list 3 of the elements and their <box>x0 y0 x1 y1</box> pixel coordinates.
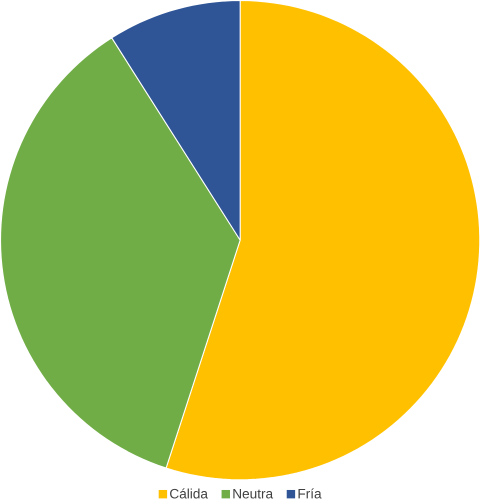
legend-label: Fría <box>298 488 322 499</box>
legend-label: Cálida <box>170 488 208 499</box>
legend-label: Neutra <box>233 489 273 499</box>
